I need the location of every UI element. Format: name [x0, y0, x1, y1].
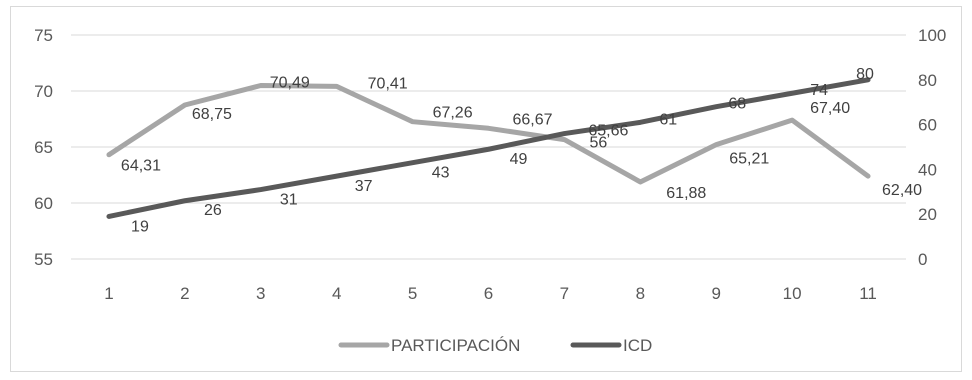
x-tick-label: 4 [332, 284, 341, 303]
data-label: 56 [590, 135, 608, 152]
y2-tick-label: 20 [918, 205, 937, 224]
chart-frame: 55 60 65 70 75 0 20 40 60 80 100 1 2 3 4 5 6 7 8 9 10 11 64… [10, 6, 962, 372]
data-label: 62,40 [882, 182, 922, 199]
y2-tick-label: 40 [918, 160, 937, 179]
y-tick-label: 65 [34, 138, 53, 157]
x-tick-label: 5 [408, 284, 417, 303]
x-tick-label: 6 [484, 284, 493, 303]
data-label: 66,67 [512, 111, 552, 128]
data-label: 67,40 [810, 100, 850, 117]
data-label: 68,75 [192, 106, 232, 123]
y-tick-label: 70 [34, 82, 53, 101]
data-label: 37 [355, 178, 373, 195]
legend-label: ICD [623, 336, 652, 355]
x-tick-label: 2 [180, 284, 189, 303]
y2-tick-label: 100 [918, 26, 946, 45]
data-label: 43 [432, 165, 450, 182]
data-label: 74 [810, 82, 828, 99]
data-label: 67,26 [433, 105, 473, 122]
x-tick-label: 10 [783, 284, 802, 303]
y2-tick-label: 60 [918, 116, 937, 135]
data-label: 61,88 [666, 185, 706, 202]
y2-tick-label: 80 [918, 71, 937, 90]
data-label: 19 [131, 218, 149, 235]
legend: PARTICIPACIÓN ICD [338, 336, 652, 355]
y-axis-right: 0 20 40 60 80 100 [918, 26, 946, 269]
y-axis-left: 55 60 65 70 75 [34, 26, 53, 269]
data-label: 68 [728, 96, 746, 113]
series-line-icd [106, 77, 871, 219]
data-label: 65,21 [729, 151, 769, 168]
data-label: 64,31 [121, 158, 161, 175]
data-label: 80 [856, 66, 874, 83]
x-tick-label: 8 [636, 284, 645, 303]
series-lines [106, 77, 871, 219]
x-tick-label: 11 [859, 284, 877, 303]
x-tick-label: 7 [560, 284, 569, 303]
data-label: 61 [659, 111, 677, 128]
x-axis: 1 2 3 4 5 6 7 8 9 10 11 [104, 284, 877, 303]
data-label: 65,66 [588, 123, 628, 140]
data-labels: 64,31 68,75 70,49 70,41 67,26 66,67 65,66 61,88… [121, 66, 922, 236]
y-tick-label: 55 [34, 250, 53, 269]
x-tick-label: 1 [104, 284, 113, 303]
y2-tick-label: 0 [918, 250, 927, 269]
data-label: 31 [280, 192, 298, 209]
x-tick-label: 3 [256, 284, 265, 303]
y-tick-label: 60 [34, 194, 53, 213]
data-label: 70,41 [368, 75, 408, 92]
legend-label: PARTICIPACIÓN [391, 336, 520, 355]
y-tick-label: 75 [34, 26, 53, 45]
data-label: 49 [510, 151, 528, 168]
data-label: 26 [204, 202, 222, 219]
x-tick-label: 9 [711, 284, 720, 303]
data-label: 70,49 [270, 75, 310, 92]
